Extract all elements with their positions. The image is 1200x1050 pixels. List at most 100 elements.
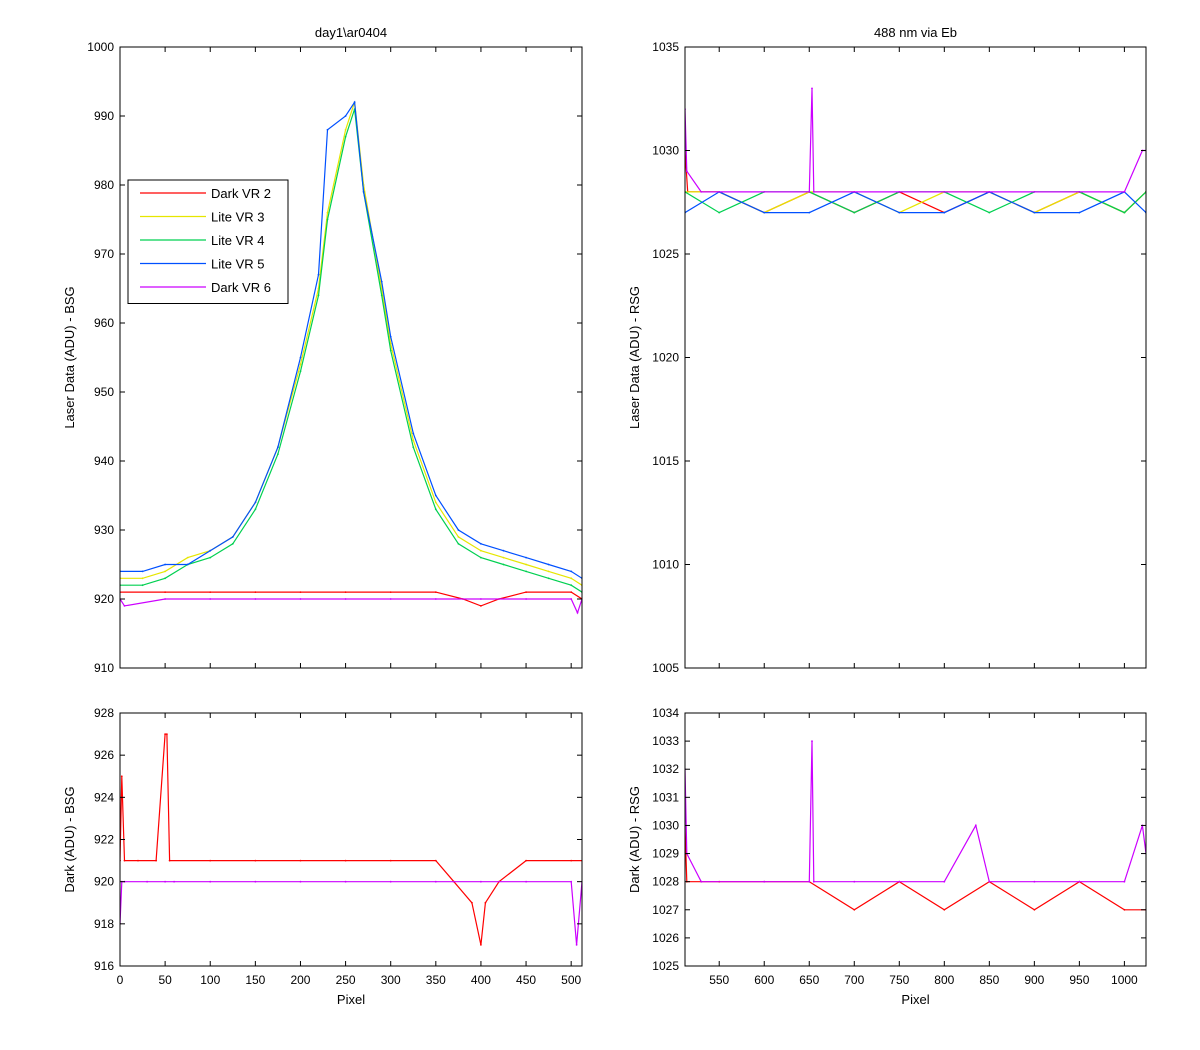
data-point — [344, 135, 347, 138]
data-point — [317, 273, 320, 276]
data-point — [299, 591, 302, 593]
series-line-dark-vr-6 — [685, 88, 1146, 193]
data-point — [812, 191, 815, 193]
data-point — [209, 880, 212, 883]
data-point — [898, 211, 901, 214]
data-point — [480, 542, 482, 545]
data-point — [457, 536, 460, 538]
y-tick-label: 1029 — [652, 847, 679, 861]
x-tick-label: 1000 — [1111, 973, 1138, 987]
data-point — [457, 542, 460, 545]
data-point — [1078, 191, 1081, 193]
data-point — [326, 128, 329, 131]
data-point — [380, 280, 383, 283]
x-tick-label: 600 — [754, 973, 774, 987]
y-tick-label: 1025 — [652, 247, 679, 261]
data-point — [457, 529, 460, 531]
data-point — [812, 880, 815, 883]
data-point — [186, 556, 189, 559]
x-tick-label: 200 — [290, 973, 310, 987]
data-point — [570, 570, 573, 573]
data-point — [209, 549, 212, 552]
data-point — [146, 880, 149, 883]
y-tick-label: 1020 — [652, 351, 679, 365]
data-point — [570, 598, 573, 600]
data-point — [389, 335, 392, 338]
y-tick-label: 950 — [94, 385, 114, 399]
series-line-dark-vr-2 — [120, 591, 582, 607]
y-tick-label: 920 — [94, 875, 114, 889]
data-point — [362, 191, 365, 193]
data-point — [326, 211, 329, 214]
data-point — [123, 605, 126, 607]
series-group — [120, 100, 582, 615]
data-point — [974, 824, 977, 827]
series-group — [685, 87, 1146, 214]
data-point — [502, 563, 505, 566]
data-point — [434, 501, 437, 504]
data-point — [317, 294, 320, 297]
data-point — [254, 501, 257, 504]
data-point — [164, 563, 167, 566]
data-point — [1078, 211, 1081, 214]
data-point — [389, 591, 392, 593]
legend-label: Lite VR 4 — [211, 233, 264, 248]
data-point — [155, 859, 158, 862]
data-point — [853, 908, 856, 911]
series-group — [120, 733, 582, 946]
data-point — [389, 598, 392, 600]
data-point — [525, 563, 527, 566]
data-point — [326, 218, 329, 221]
y-tick-label: 940 — [94, 454, 114, 468]
chart-panel-2: 1005 1010 1015 1020 1025 1030 1035 488 nm via E… — [627, 25, 1147, 675]
y-axis-label: Laser Data (ADU) - BSG — [62, 286, 77, 428]
data-point — [164, 880, 167, 883]
data-point — [1033, 908, 1036, 911]
data-point — [988, 211, 991, 214]
data-point — [718, 211, 721, 214]
data-point — [480, 880, 482, 883]
data-point — [763, 880, 766, 883]
y-axis-label: Laser Data (ADU) - RSG — [627, 286, 642, 429]
legend-box — [127, 179, 289, 304]
data-point — [164, 591, 167, 593]
data-point — [166, 733, 168, 735]
y-tick-label: 1032 — [652, 762, 679, 776]
data-point — [480, 944, 482, 946]
x-tick-label: 900 — [1024, 973, 1044, 987]
data-point — [123, 859, 126, 862]
data-point — [254, 508, 257, 511]
data-point — [570, 591, 573, 593]
x-tick-label: 650 — [799, 973, 819, 987]
data-point — [700, 191, 703, 193]
data-point — [434, 880, 437, 883]
data-point — [898, 191, 901, 193]
data-point — [254, 598, 257, 600]
axes-frame — [119, 46, 583, 669]
data-point — [277, 453, 279, 455]
series-line-dark-vr-2 — [120, 733, 582, 946]
x-tick-label: 550 — [709, 973, 729, 987]
legend-label: Dark VR 6 — [211, 280, 271, 295]
y-tick-label: 1010 — [652, 558, 679, 572]
chart-panel-4: 550 600 650 700 750 800 850 900 950 1000 1025 1026 1… — [627, 706, 1147, 1007]
chart-panel-1: 910 920 930 940 950 960 970 980 990 1000 day1\ar04… — [62, 25, 583, 675]
data-point — [434, 859, 437, 862]
series-line-lite-vr-5 — [685, 191, 1146, 214]
data-point — [231, 542, 234, 545]
x-tick-label: 400 — [471, 973, 491, 987]
data-point — [570, 577, 573, 580]
data-point — [137, 859, 139, 862]
data-point — [570, 880, 573, 883]
chart-title: 488 nm via Eb — [874, 25, 957, 40]
legend-label: Lite VR 5 — [211, 257, 264, 272]
y-tick-label: 918 — [94, 917, 114, 931]
y-tick-label: 910 — [94, 661, 114, 675]
data-point — [164, 733, 167, 735]
data-point — [525, 556, 527, 559]
data-point — [570, 584, 573, 587]
data-point — [943, 908, 946, 911]
data-point — [254, 880, 257, 883]
data-point — [943, 211, 946, 214]
data-point — [299, 370, 302, 373]
